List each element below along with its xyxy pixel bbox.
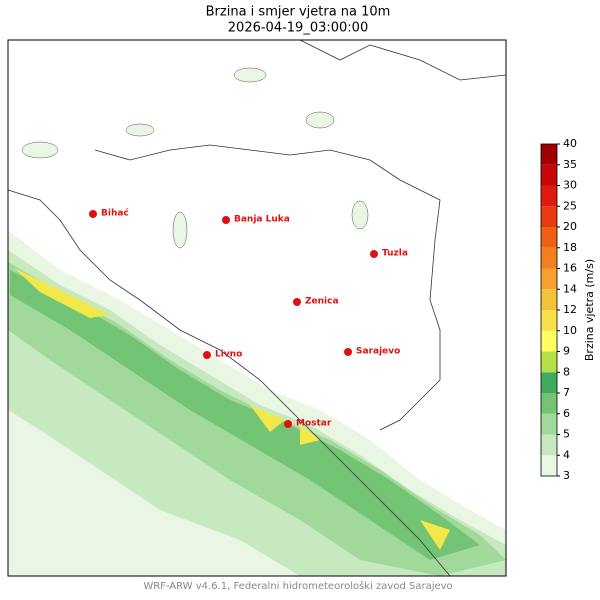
- city-marker: [203, 351, 211, 359]
- cities: Bihać Banja Luka Tuzla Zenica Sarajevo Livno M…: [89, 208, 408, 429]
- colorbar-tick-label: 5: [563, 428, 570, 441]
- colorbar-segment: [541, 372, 557, 393]
- colorbar-label: Brzina vjetra (m/s): [583, 259, 596, 361]
- colorbar-tick-label: 16: [563, 262, 577, 275]
- colorbar-segment: [541, 351, 557, 373]
- footer: WRF-ARW v4.6.1, Federalni hidrometeorolo…: [143, 580, 452, 592]
- colorbar-segment: [541, 185, 557, 207]
- colorbar-segment: [541, 227, 557, 248]
- title: Brzina i smjer vjetra na 10m: [206, 5, 391, 20]
- colorbar-tick-label: 8: [563, 365, 570, 378]
- colorbar-segment: [541, 330, 557, 352]
- colorbar-tick-label: 9: [563, 345, 570, 358]
- colorbar-tick-label: 20: [563, 220, 577, 233]
- colorbar: 3 4 5 6 7 8 9 10 12 14 16 18 20 25 30 35 40: [540, 137, 577, 482]
- subtitle: 2026-04-19_03:00:00: [228, 21, 368, 36]
- colorbar-segment: [541, 247, 557, 269]
- city-label: Livno: [215, 350, 242, 360]
- colorbar-segment: [541, 164, 557, 186]
- city-label: Tuzla: [382, 249, 408, 259]
- city-marker: [222, 216, 230, 224]
- colorbar-segment: [541, 413, 557, 435]
- colorbar-segment: [541, 393, 557, 414]
- city-marker: [344, 348, 352, 356]
- colorbar-tick-label: 30: [563, 179, 577, 192]
- colorbar-segment: [541, 144, 557, 165]
- colorbar-segment: [541, 310, 557, 331]
- colorbar-tick-label: 10: [563, 324, 577, 337]
- colorbar-segment: [541, 434, 557, 456]
- colorbar-tick-label: 25: [563, 199, 577, 212]
- city-marker: [370, 250, 378, 258]
- colorbar-tick-label: 14: [563, 282, 577, 295]
- map: [7, 39, 507, 577]
- city-marker: [284, 420, 292, 428]
- city-label: Bihać: [101, 208, 129, 219]
- city-label: Zenica: [305, 297, 339, 307]
- colorbar-segment: [541, 455, 557, 476]
- colorbar-tick-label: 6: [563, 407, 570, 420]
- city-marker: [89, 210, 97, 218]
- colorbar-tick-label: 4: [563, 448, 570, 461]
- city-label: Sarajevo: [356, 347, 400, 357]
- colorbar-segment: [541, 289, 557, 310]
- city-label: Mostar: [296, 419, 332, 429]
- city-label: Banja Luka: [234, 215, 290, 225]
- colorbar-tick-label: 35: [563, 158, 577, 171]
- colorbar-tick-label: 40: [563, 137, 577, 150]
- colorbar-segment: [541, 268, 557, 290]
- colorbar-segment: [541, 206, 557, 227]
- colorbar-tick-label: 7: [563, 386, 570, 399]
- city-marker: [293, 298, 301, 306]
- colorbar-tick-label: 3: [563, 469, 570, 482]
- colorbar-tick-label: 12: [563, 303, 577, 316]
- colorbar-tick-label: 18: [563, 241, 577, 254]
